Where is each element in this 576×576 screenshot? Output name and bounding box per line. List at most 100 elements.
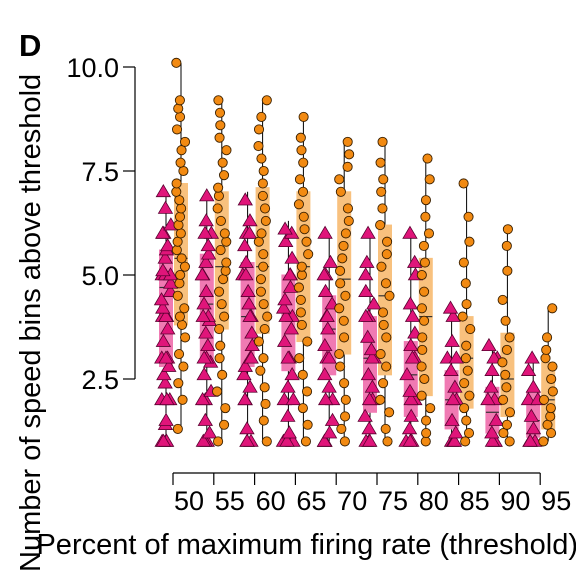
triangle-point — [280, 408, 296, 422]
circle-point — [500, 369, 511, 380]
circle-point — [253, 124, 265, 135]
circle-point — [464, 390, 475, 401]
circle-point — [384, 407, 395, 418]
circle-point — [342, 203, 353, 214]
circle-point — [419, 373, 430, 385]
triangle-point — [317, 225, 333, 239]
circle-point — [220, 403, 231, 414]
circle-point — [375, 220, 386, 231]
circle-point — [257, 190, 268, 202]
circle-point — [501, 344, 512, 355]
triangle-point — [194, 392, 211, 406]
circle-point — [547, 361, 558, 372]
circle-point — [302, 419, 313, 430]
x-tick-label: 85 — [460, 486, 490, 516]
circle-point — [294, 174, 306, 185]
circle-point — [541, 344, 552, 355]
circle-point — [179, 303, 190, 314]
triangle-point — [281, 425, 297, 439]
triangle-point — [363, 342, 380, 356]
x-tick-label: 75 — [378, 486, 408, 516]
triangle-point — [486, 350, 502, 364]
circle-point — [334, 174, 345, 185]
circle-point — [377, 136, 388, 147]
triangle-point — [238, 267, 254, 281]
circle-point — [381, 361, 392, 372]
circle-point — [337, 253, 348, 264]
triangle-point — [284, 367, 300, 381]
triangle-point — [442, 300, 459, 314]
triangle-point — [359, 329, 376, 343]
circle-point — [215, 340, 226, 351]
circle-point — [378, 378, 389, 389]
triangle-point — [236, 367, 252, 381]
circle-point — [259, 203, 271, 214]
circle-point — [497, 294, 508, 306]
circle-point — [213, 182, 224, 193]
triangle-point — [285, 392, 302, 406]
circle-point — [294, 353, 305, 364]
triangle-point — [282, 267, 298, 281]
circle-point — [460, 278, 471, 289]
circle-point — [459, 403, 470, 414]
circle-point — [501, 240, 512, 251]
circle-point — [176, 203, 187, 214]
triangle-point — [196, 296, 212, 310]
circle-point — [420, 195, 432, 206]
circle-point — [458, 178, 469, 189]
circle-point — [465, 324, 476, 335]
plot-area — [153, 57, 558, 447]
circle-point — [171, 186, 182, 197]
triangle-point — [319, 308, 335, 322]
triangle-point — [404, 308, 421, 322]
circle-point — [380, 278, 392, 289]
circle-point — [258, 261, 269, 272]
circle-point — [213, 190, 224, 202]
circle-point — [212, 203, 223, 214]
circle-point — [382, 236, 393, 247]
triangle-point — [200, 238, 216, 252]
circle-point — [260, 398, 271, 410]
circle-point — [218, 274, 229, 285]
x-tick-label: 80 — [419, 486, 449, 516]
circle-point — [259, 324, 270, 335]
circle-point — [295, 132, 306, 143]
triangle-point — [237, 392, 253, 406]
triangle-point — [362, 433, 378, 447]
triangle-point — [196, 350, 212, 364]
triangle-point — [244, 325, 260, 339]
circle-point — [303, 249, 314, 260]
circle-point — [173, 220, 184, 231]
x-axis-ticks: 50 55 60 65 70 75 80 85 90 95 — [172, 473, 571, 516]
circle-point — [419, 257, 430, 268]
triangle-point — [523, 408, 540, 422]
triangle-point — [522, 433, 538, 447]
circle-point — [295, 294, 306, 306]
circle-point — [255, 286, 266, 297]
triangle-point — [358, 283, 374, 297]
circle-point — [174, 278, 185, 289]
circle-point — [256, 153, 267, 164]
triangle-point — [320, 321, 336, 335]
circle-point — [214, 324, 225, 335]
circle-point — [376, 261, 387, 272]
triangle-point — [360, 225, 376, 239]
circle-point — [174, 348, 185, 360]
circle-point — [255, 274, 267, 285]
triangle-point — [359, 254, 375, 268]
triangle-point — [198, 254, 214, 268]
circle-point — [384, 290, 395, 301]
triangle-point — [198, 283, 215, 297]
triangle-point — [162, 275, 179, 289]
triangle-point — [241, 296, 257, 310]
circle-point — [258, 353, 269, 364]
circle-point — [416, 303, 427, 314]
triangle-point — [361, 392, 378, 406]
triangle-point — [446, 433, 463, 447]
triangle-point — [277, 221, 293, 235]
circle-point — [178, 361, 189, 372]
triangle-point — [153, 292, 170, 306]
circle-point — [297, 186, 309, 197]
circle-point — [546, 428, 557, 439]
circle-point — [339, 332, 350, 343]
